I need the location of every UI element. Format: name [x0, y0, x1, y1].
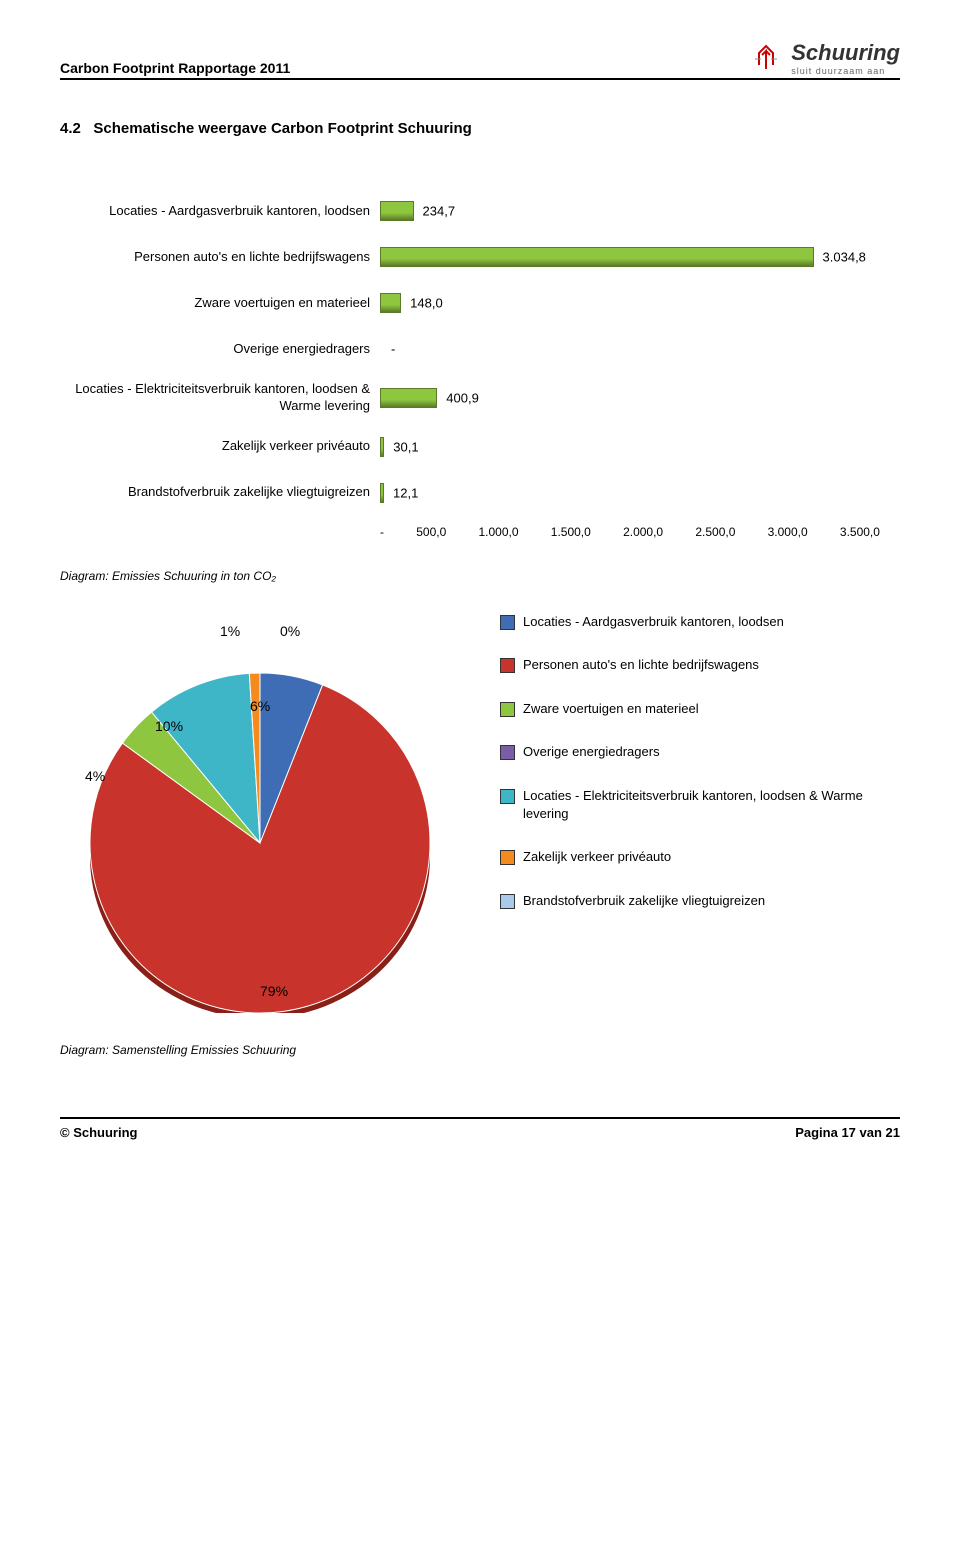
bar-label: Locaties - Aardgasverbruik kantoren, loo…	[60, 203, 380, 220]
bar-row: Zakelijk verkeer privéauto30,1	[60, 433, 900, 461]
legend-item: Personen auto's en lichte bedrijfswagens	[500, 656, 900, 674]
legend-item: Zakelijk verkeer privéauto	[500, 848, 900, 866]
legend-swatch	[500, 789, 515, 804]
bar-row: Locaties - Elektriciteitsverbruik kantor…	[60, 381, 900, 415]
bar-fill: 12,1	[380, 483, 384, 503]
bar-area: 400,9	[380, 384, 880, 412]
pie-chart: 1% 0% 6% 10% 4% 79%	[60, 613, 460, 1013]
legend-item: Overige energiedragers	[500, 743, 900, 761]
bar-label: Zakelijk verkeer privéauto	[60, 438, 380, 455]
x-tick: 3.500,0	[840, 525, 880, 539]
bar-fill: 3.034,8	[380, 247, 814, 267]
legend-label: Locaties - Aardgasverbruik kantoren, loo…	[523, 613, 784, 631]
pie-callout: 1%	[220, 623, 240, 639]
section-heading: 4.2 Schematische weergave Carbon Footpri…	[60, 120, 900, 137]
bar-row: Overige energiedragers-	[60, 335, 900, 363]
bar-chart-caption: Diagram: Emissies Schuuring in ton CO₂	[60, 569, 900, 583]
page-header: Carbon Footprint Rapportage 2011 Schuuri…	[60, 40, 900, 80]
bar-value: 3.034,8	[823, 250, 866, 265]
bar-fill: 234,7	[380, 201, 414, 221]
logo-name: Schuuring	[791, 40, 900, 66]
legend-swatch	[500, 850, 515, 865]
legend-swatch	[500, 894, 515, 909]
bar-value: 30,1	[393, 439, 418, 454]
bar-fill: -	[380, 339, 381, 359]
legend-label: Overige energiedragers	[523, 743, 660, 761]
section-number: 4.2	[60, 120, 81, 137]
x-tick: 3.000,0	[768, 525, 808, 539]
legend-item: Zware voertuigen en materieel	[500, 700, 900, 718]
legend-item: Locaties - Elektriciteitsverbruik kantor…	[500, 787, 900, 822]
bar-value: 148,0	[410, 296, 443, 311]
pie-callout: 0%	[280, 623, 300, 639]
x-tick: -	[380, 525, 384, 539]
logo: Schuuring sluit duurzaam aan	[749, 40, 900, 76]
pie-callout: 10%	[155, 718, 183, 734]
x-tick: 1.000,0	[479, 525, 519, 539]
bar-area: 3.034,8	[380, 243, 880, 271]
legend-swatch	[500, 702, 515, 717]
bar-chart: Locaties - Aardgasverbruik kantoren, loo…	[60, 197, 900, 539]
bar-area: 148,0	[380, 289, 880, 317]
x-tick: 1.500,0	[551, 525, 591, 539]
footer-right: Pagina 17 van 21	[795, 1125, 900, 1140]
legend-label: Personen auto's en lichte bedrijfswagens	[523, 656, 759, 674]
legend-swatch	[500, 658, 515, 673]
bar-chart-x-axis: - 500,0 1.000,0 1.500,0 2.000,0 2.500,0 3.000,…	[380, 525, 880, 539]
bar-fill: 30,1	[380, 437, 384, 457]
pie-callout: 4%	[85, 768, 105, 784]
x-tick: 500,0	[416, 525, 446, 539]
bar-area: -	[380, 335, 880, 363]
bar-row: Zware voertuigen en materieel148,0	[60, 289, 900, 317]
legend-label: Zware voertuigen en materieel	[523, 700, 699, 718]
logo-tagline: sluit duurzaam aan	[791, 66, 900, 76]
bar-label: Brandstofverbruik zakelijke vliegtuigrei…	[60, 484, 380, 501]
pie-legend: Locaties - Aardgasverbruik kantoren, loo…	[500, 613, 900, 1013]
pie-callout: 6%	[250, 698, 270, 714]
logo-icon	[749, 41, 783, 75]
bar-fill: 148,0	[380, 293, 401, 313]
pie-chart-caption: Diagram: Samenstelling Emissies Schuurin…	[60, 1043, 900, 1057]
page-footer: © Schuuring Pagina 17 van 21	[60, 1117, 900, 1140]
legend-item: Locaties - Aardgasverbruik kantoren, loo…	[500, 613, 900, 631]
bar-value: 234,7	[423, 204, 456, 219]
x-tick: 2.000,0	[623, 525, 663, 539]
bar-value: 400,9	[446, 390, 479, 405]
bar-label: Locaties - Elektriciteitsverbruik kantor…	[60, 381, 380, 415]
bar-area: 30,1	[380, 433, 880, 461]
bar-label: Personen auto's en lichte bedrijfswagens	[60, 249, 380, 266]
pie-callout: 79%	[260, 983, 288, 999]
legend-item: Brandstofverbruik zakelijke vliegtuigrei…	[500, 892, 900, 910]
legend-label: Zakelijk verkeer privéauto	[523, 848, 671, 866]
bar-fill: 400,9	[380, 388, 437, 408]
x-tick: 2.500,0	[695, 525, 735, 539]
bar-row: Brandstofverbruik zakelijke vliegtuigrei…	[60, 479, 900, 507]
legend-swatch	[500, 745, 515, 760]
bar-row: Personen auto's en lichte bedrijfswagens…	[60, 243, 900, 271]
bar-value: -	[391, 342, 395, 357]
header-title: Carbon Footprint Rapportage 2011	[60, 60, 290, 76]
bar-area: 12,1	[380, 479, 880, 507]
section-title: Schematische weergave Carbon Footprint S…	[93, 120, 471, 137]
legend-swatch	[500, 615, 515, 630]
legend-label: Brandstofverbruik zakelijke vliegtuigrei…	[523, 892, 765, 910]
bar-row: Locaties - Aardgasverbruik kantoren, loo…	[60, 197, 900, 225]
bar-label: Zware voertuigen en materieel	[60, 295, 380, 312]
bar-value: 12,1	[393, 485, 418, 500]
pie-section: 1% 0% 6% 10% 4% 79% Locaties - Aardgasverbrui…	[60, 613, 900, 1013]
legend-label: Locaties - Elektriciteitsverbruik kantor…	[523, 787, 900, 822]
footer-left: © Schuuring	[60, 1125, 137, 1140]
bar-label: Overige energiedragers	[60, 341, 380, 358]
bar-area: 234,7	[380, 197, 880, 225]
